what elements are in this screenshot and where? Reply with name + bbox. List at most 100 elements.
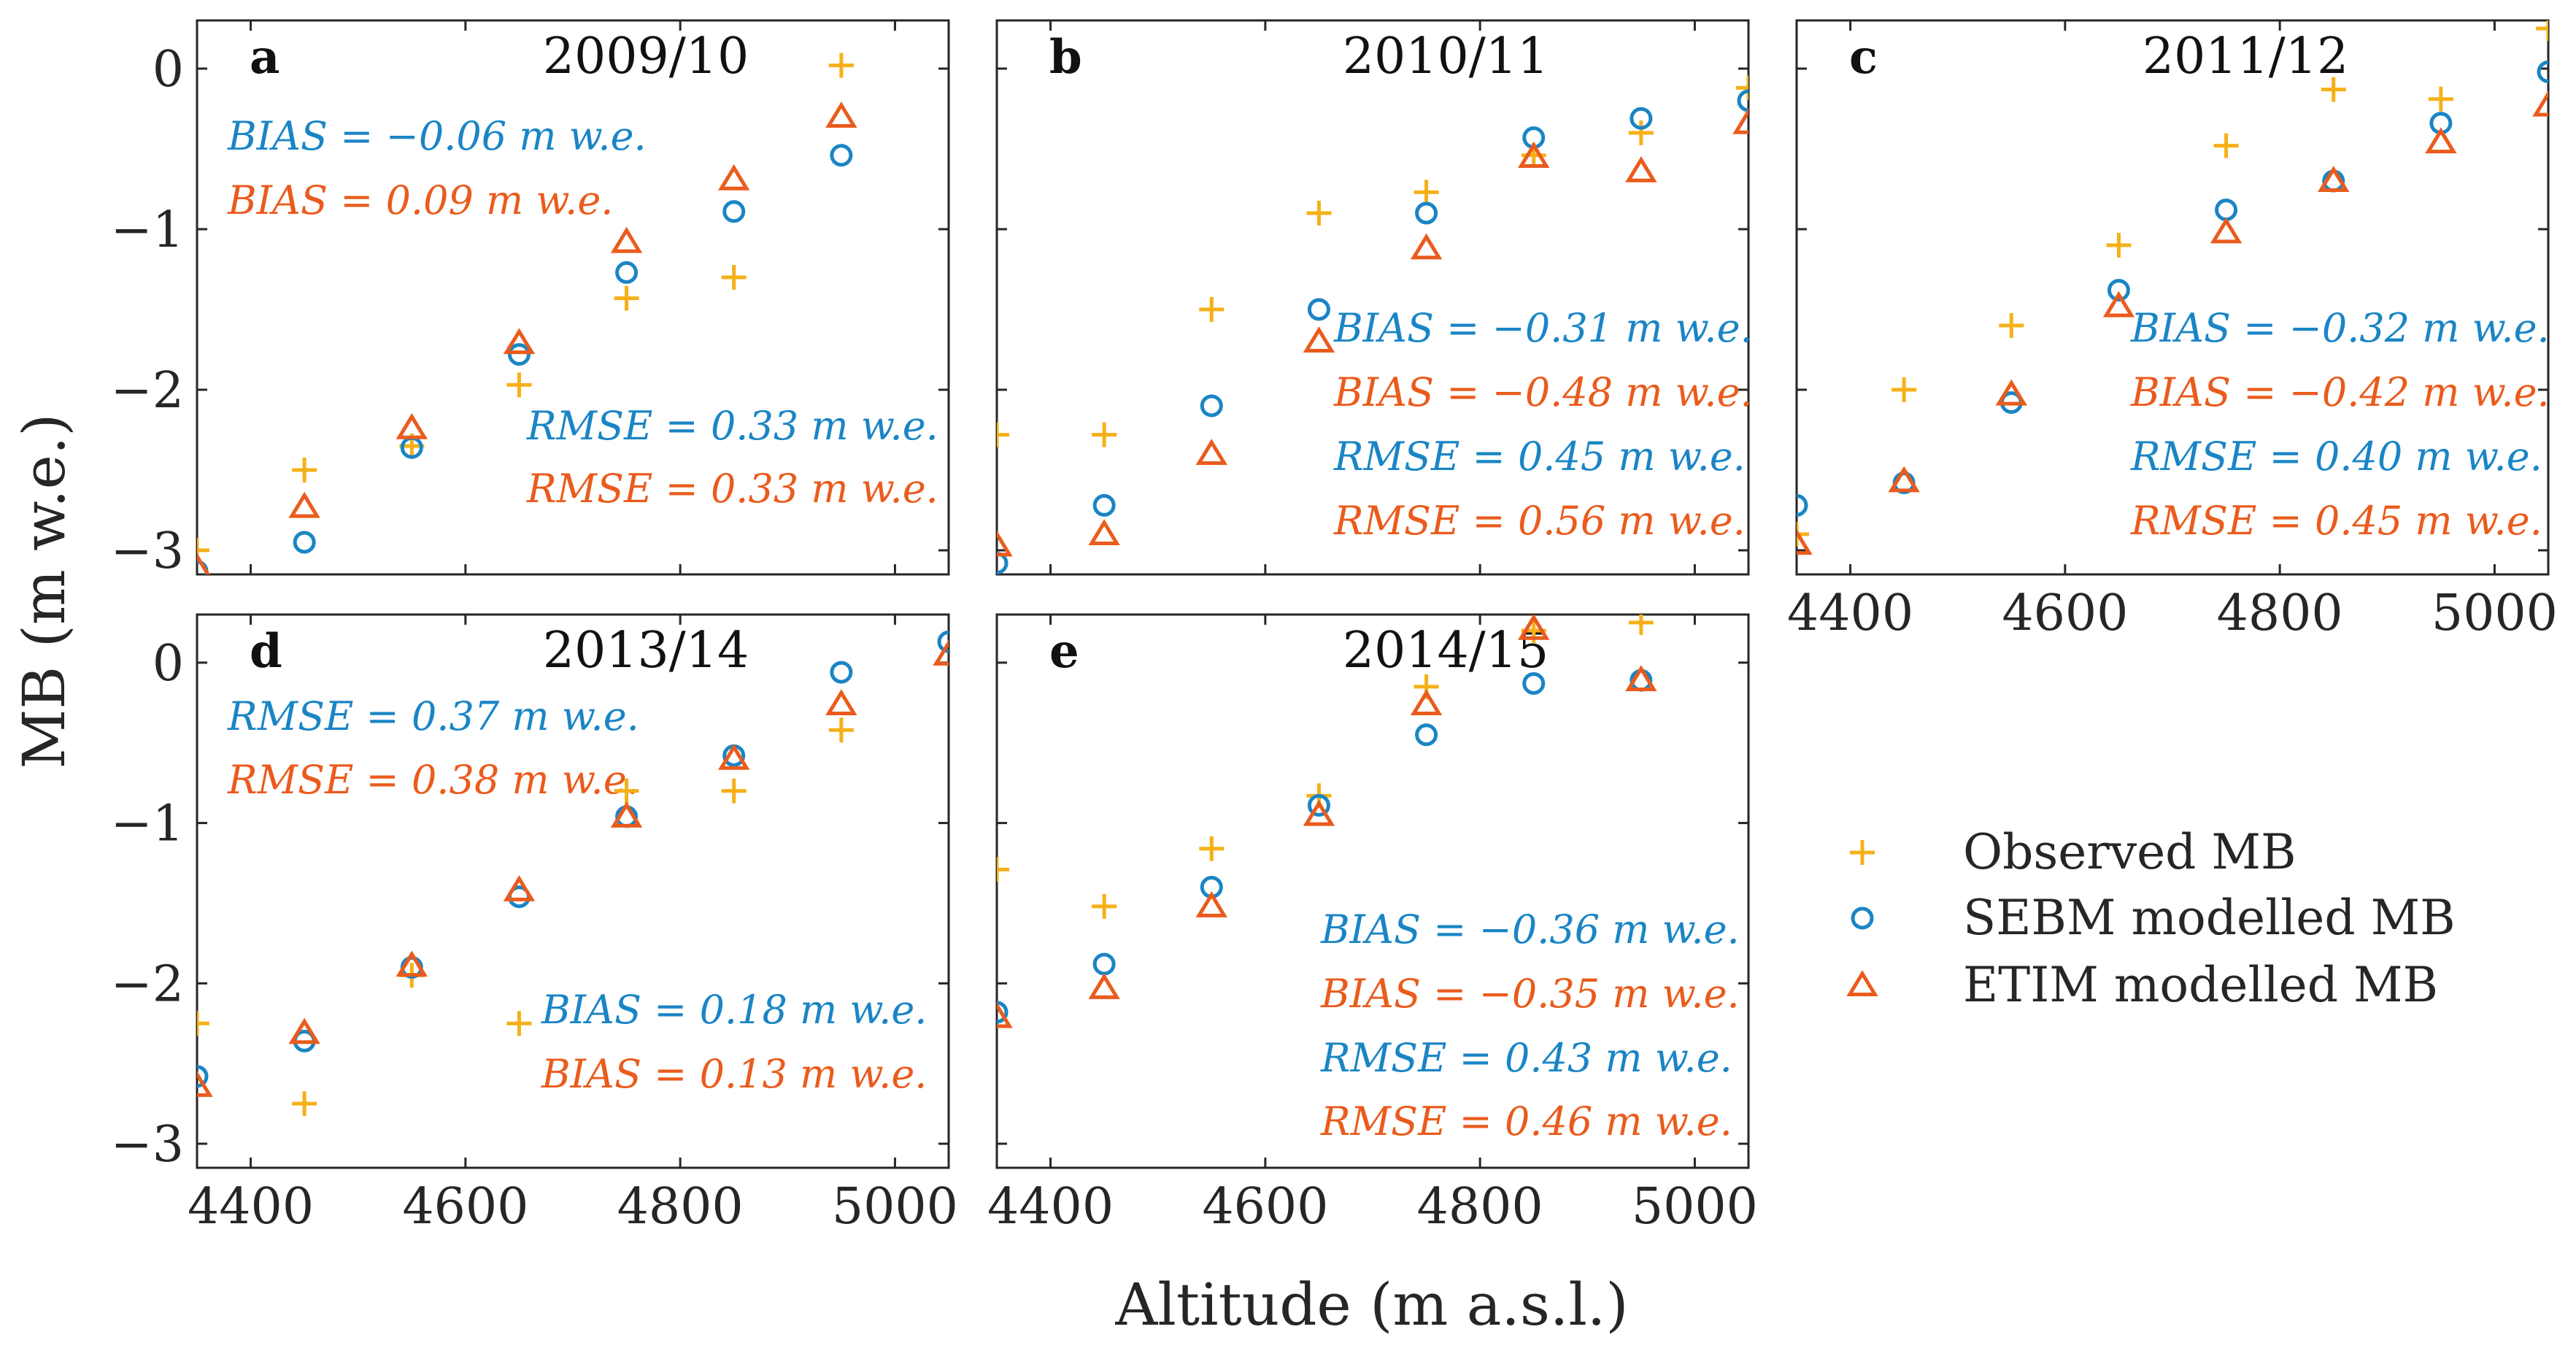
- stat-annotation: BIAS = 0.13 m w.e.: [541, 1051, 927, 1097]
- etim-point: [1797, 528, 1813, 555]
- etim-point: [503, 875, 536, 901]
- sebm-point: [1307, 298, 1330, 321]
- stat-annotation: RMSE = 0.45 m w.e.: [1333, 434, 1746, 480]
- observed-point: [1199, 836, 1225, 861]
- panel-title: 2011/12: [2143, 28, 2349, 85]
- panel-b: b 2010/11 BIAS = −0.31 m w.e. BIAS = −0.48 …: [995, 19, 1753, 576]
- y-tick-label: −1: [111, 201, 184, 259]
- observed-point: [828, 53, 854, 78]
- y-tick-label: −3: [111, 523, 184, 580]
- legend-entry: Observed MB: [1850, 824, 2297, 880]
- legend-label: Observed MB: [1963, 824, 2297, 880]
- stat-annotation: BIAS = −0.06 m w.e.: [227, 113, 647, 159]
- etim-point: [1995, 379, 2028, 406]
- panel-c: 4400 4600 4800 5000 c 2011/12 BIAS = −0.32 m w…: [1787, 19, 2558, 642]
- x-tick-label: 4600: [402, 1178, 528, 1236]
- panel-title: 2014/15: [1343, 622, 1549, 680]
- panel-letter: b: [1049, 30, 1082, 85]
- panel-frame: [196, 19, 950, 576]
- etim-point: [1195, 439, 1228, 465]
- data-marks: [997, 75, 1748, 574]
- etim-point: [1303, 326, 1335, 353]
- observed-point: [1628, 615, 1654, 635]
- x-tick-label: 4400: [1787, 585, 1913, 642]
- sebm-point: [2107, 279, 2130, 302]
- observed-point: [506, 372, 532, 398]
- panel-letter: e: [1049, 624, 1079, 679]
- etim-point: [1410, 689, 1443, 716]
- observed-point: [2106, 233, 2132, 258]
- etim-point: [1625, 155, 1657, 182]
- sebm-point: [1630, 107, 1653, 130]
- observed-point: [2536, 20, 2548, 41]
- stat-annotation: RMSE = 0.45 m w.e.: [2130, 498, 2542, 544]
- panel-frame: [995, 19, 1750, 576]
- sebm-point: [507, 343, 531, 366]
- etim-point: [2102, 290, 2135, 317]
- observed-point: [1199, 297, 1225, 322]
- legend-marker-circle: [1851, 906, 1874, 930]
- etim-point: [717, 743, 750, 770]
- legend-entry: SEBM modelled MB: [1851, 890, 2456, 946]
- stat-annotation: BIAS = −0.35 m w.e.: [1320, 971, 1740, 1017]
- stat-annotation: RMSE = 0.43 m w.e.: [1320, 1035, 1732, 1081]
- sebm-point: [722, 200, 746, 223]
- observed-point: [2428, 86, 2453, 112]
- sebm-point: [830, 661, 853, 684]
- etim-point: [1517, 615, 1550, 640]
- y-tick-label: −2: [111, 955, 184, 1013]
- x-tick-label: 4600: [1202, 1178, 1328, 1236]
- observed-point: [828, 717, 854, 743]
- stat-annotation: RMSE = 0.46 m w.e.: [1320, 1098, 1732, 1144]
- etim-point: [933, 639, 949, 666]
- observed-point: [614, 285, 639, 311]
- etim-point: [1195, 891, 1228, 917]
- panel-e: 4400 4600 4800 5000 e 2014/15 BIAS = −0.36 m w…: [987, 613, 1758, 1236]
- x-tick-label: 4600: [2002, 585, 2128, 642]
- sebm-point: [1307, 793, 1330, 817]
- x-tick-label: 4400: [987, 1178, 1114, 1236]
- etim-point: [1410, 233, 1443, 260]
- data-marks: [1797, 20, 2548, 555]
- y-axis-label: MB (m w.e.): [10, 413, 78, 769]
- sebm-point: [997, 552, 1009, 574]
- legend-label: ETIM modelled MB: [1963, 957, 2438, 1013]
- stat-annotation: BIAS = 0.18 m w.e.: [541, 987, 927, 1033]
- panel-title: 2009/10: [543, 28, 749, 85]
- panel-letter: a: [250, 30, 279, 85]
- sebm-point: [1522, 671, 1546, 695]
- observed-point: [721, 265, 747, 290]
- sebm-point: [937, 630, 949, 653]
- legend: Observed MB SEBM modelled MB ETIM modelled…: [1846, 824, 2456, 1013]
- sebm-point: [997, 1001, 1009, 1024]
- observed-point: [1891, 377, 1917, 402]
- panel-frame: [995, 613, 1750, 1169]
- etim-point: [610, 801, 643, 828]
- etim-point: [717, 163, 750, 190]
- stat-annotation: RMSE = 0.33 m w.e.: [526, 403, 938, 449]
- observed-point: [292, 458, 317, 482]
- etim-point: [2532, 90, 2548, 117]
- y-tick-label: −1: [111, 796, 184, 853]
- stat-annotation: BIAS = 0.09 m w.e.: [227, 177, 613, 223]
- observed-point: [1736, 75, 1748, 101]
- observed-point: [1414, 180, 1439, 205]
- sebm-point: [1092, 493, 1116, 517]
- etim-point: [1888, 466, 1920, 493]
- x-axis-label: Altitude (m a.s.l.): [1114, 1271, 1628, 1339]
- legend-label: SEBM modelled MB: [1963, 890, 2456, 946]
- stat-annotation: BIAS = −0.36 m w.e.: [1320, 906, 1740, 952]
- sebm-point: [1415, 201, 1438, 225]
- stat-annotation: RMSE = 0.40 m w.e.: [2130, 434, 2542, 480]
- sebm-point: [1415, 723, 1438, 747]
- stat-annotation: RMSE = 0.56 m w.e.: [1333, 498, 1746, 544]
- legend-marker-plus: [1850, 840, 1875, 865]
- etim-point: [997, 530, 1013, 557]
- x-tick-label: 5000: [832, 1178, 958, 1236]
- sebm-point: [615, 261, 639, 284]
- x-tick-label: 4800: [1417, 1178, 1543, 1236]
- data-marks: [197, 53, 857, 574]
- etim-point: [197, 1071, 213, 1097]
- observed-point: [997, 857, 1009, 882]
- stat-annotation: BIAS = −0.48 m w.e.: [1333, 369, 1753, 415]
